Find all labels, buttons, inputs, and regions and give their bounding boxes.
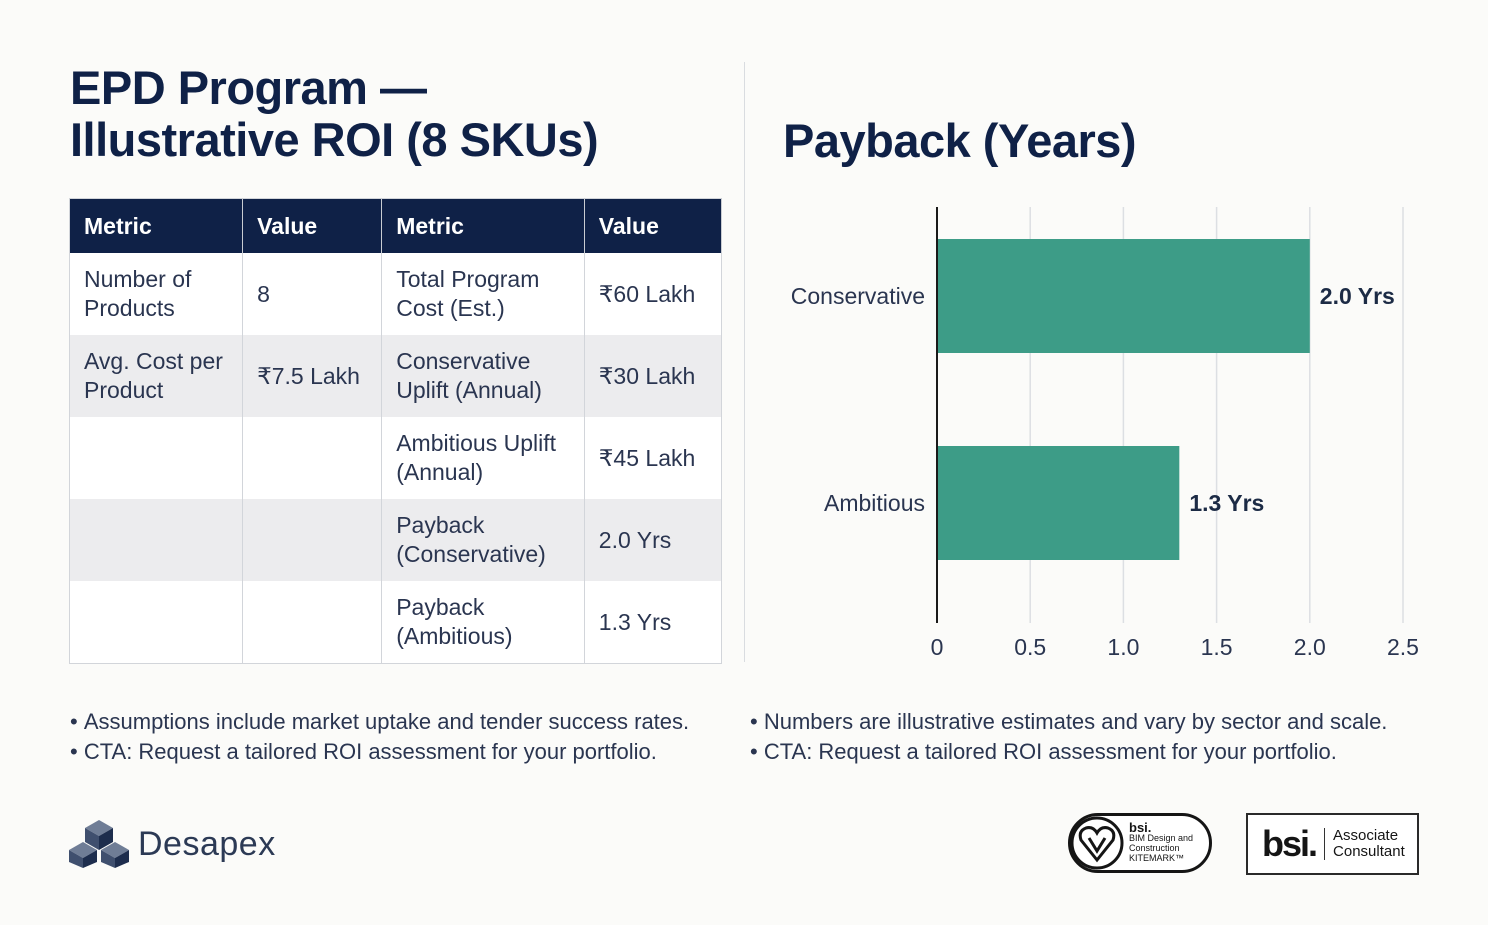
x-tick-label: 1.0 bbox=[1107, 634, 1139, 660]
page-title-line1: EPD Program — bbox=[70, 61, 427, 114]
bullet-item: Numbers are illustrative estimates and v… bbox=[750, 707, 1388, 737]
assoc-separator bbox=[1324, 828, 1326, 860]
kitemark-line: BIM Design and bbox=[1129, 833, 1194, 843]
bar bbox=[938, 239, 1310, 353]
table-row: Ambitious Uplift (Annual) ₹45 Lakh bbox=[69, 417, 723, 499]
kitemark-line: KITEMARK™ bbox=[1129, 853, 1185, 863]
metrics-table: Metric Value Metric Value Number of Prod… bbox=[69, 198, 723, 664]
table-cell: Ambitious Uplift (Annual) bbox=[381, 417, 585, 499]
page-title-line2: Illustrative ROI (8 SKUs) bbox=[70, 113, 599, 166]
brand-name: Desapex bbox=[138, 824, 276, 863]
assoc-line: Consultant bbox=[1333, 843, 1405, 860]
x-tick-label: 2.5 bbox=[1387, 634, 1419, 660]
table-row: Payback (Ambitious) 1.3 Yrs bbox=[69, 581, 723, 664]
category-label: Conservative bbox=[791, 283, 925, 309]
table-cell bbox=[242, 417, 383, 499]
section-divider bbox=[744, 62, 745, 662]
x-tick-label: 2.0 bbox=[1294, 634, 1326, 660]
assoc-bsi-logo: bsi. bbox=[1262, 823, 1318, 864]
table-cell: 1.3 Yrs bbox=[584, 581, 723, 664]
table-row: Avg. Cost per Product ₹7.5 Lakh Conserva… bbox=[69, 335, 723, 417]
bullet-item: CTA: Request a tailored ROI assessment f… bbox=[750, 737, 1387, 767]
table-row: Payback (Conservative) 2.0 Yrs bbox=[69, 499, 723, 581]
table-cell: ₹60 Lakh bbox=[584, 253, 723, 335]
table-header-cell: Value bbox=[242, 198, 383, 253]
bar bbox=[938, 446, 1180, 560]
bsi-kitemark-badge: bsi. BIM Design and Construction KITEMAR… bbox=[1068, 813, 1212, 873]
table-cell bbox=[69, 417, 244, 499]
bsi-associate-badge: bsi. Associate Consultant bbox=[1246, 813, 1419, 875]
table-header-cell: Metric bbox=[69, 198, 244, 253]
x-tick-label: 1.5 bbox=[1201, 634, 1233, 660]
table-cell: Conservative Uplift (Annual) bbox=[381, 335, 585, 417]
bullet-item: CTA: Request a tailored ROI assessment f… bbox=[70, 737, 689, 767]
kitemark-bsi: bsi. bbox=[1129, 820, 1152, 835]
bullet-item: Assumptions include market uptake and te… bbox=[70, 707, 689, 737]
cube-logo-icon bbox=[69, 820, 129, 868]
table-cell: Payback (Conservative) bbox=[381, 499, 585, 581]
desapex-logo: Desapex bbox=[68, 818, 276, 870]
table-header-cell: Metric bbox=[381, 198, 585, 253]
table-cell: Total Program Cost (Est.) bbox=[381, 253, 585, 335]
page-title: EPD Program — Illustrative ROI (8 SKUs) bbox=[70, 62, 710, 166]
chart-title: Payback (Years) bbox=[783, 114, 1137, 167]
bullets-left: Assumptions include market uptake and te… bbox=[70, 707, 689, 767]
kitemark-line: Construction bbox=[1129, 843, 1180, 853]
table-cell: Number of Products bbox=[69, 253, 244, 335]
data-label: 1.3 Yrs bbox=[1189, 490, 1264, 516]
table-header-row: Metric Value Metric Value bbox=[69, 198, 723, 253]
table-cell: 2.0 Yrs bbox=[584, 499, 723, 581]
table-cell: 8 bbox=[242, 253, 383, 335]
category-label: Ambitious bbox=[824, 490, 925, 516]
table-header-cell: Value bbox=[584, 198, 723, 253]
kitemark-heart-icon bbox=[1070, 816, 1124, 870]
kitemark-text: bsi. BIM Design and Construction KITEMAR… bbox=[1129, 820, 1194, 863]
table-row: Number of Products 8 Total Program Cost … bbox=[69, 253, 723, 335]
table-cell: Avg. Cost per Product bbox=[69, 335, 244, 417]
table-cell: Payback (Ambitious) bbox=[381, 581, 585, 664]
table-cell bbox=[69, 581, 244, 664]
assoc-text: Associate Consultant bbox=[1333, 828, 1405, 860]
assoc-line: Associate bbox=[1333, 827, 1399, 844]
x-tick-label: 0.5 bbox=[1014, 634, 1046, 660]
assoc-bsi-text: bsi bbox=[1262, 823, 1310, 864]
table-cell: ₹45 Lakh bbox=[584, 417, 723, 499]
table-cell bbox=[242, 499, 383, 581]
table-cell: ₹7.5 Lakh bbox=[242, 335, 383, 417]
data-label: 2.0 Yrs bbox=[1320, 283, 1395, 309]
payback-bar-chart: 0 0.5 1.0 1.5 2.0 2.5 Conservative 2.0 Yrs Ambit… bbox=[791, 207, 1419, 660]
bullets-right: Numbers are illustrative estimates and v… bbox=[750, 707, 1388, 767]
table-cell bbox=[242, 581, 383, 664]
table-cell: ₹30 Lakh bbox=[584, 335, 723, 417]
table-cell bbox=[69, 499, 244, 581]
x-tick-label: 0 bbox=[931, 634, 944, 660]
